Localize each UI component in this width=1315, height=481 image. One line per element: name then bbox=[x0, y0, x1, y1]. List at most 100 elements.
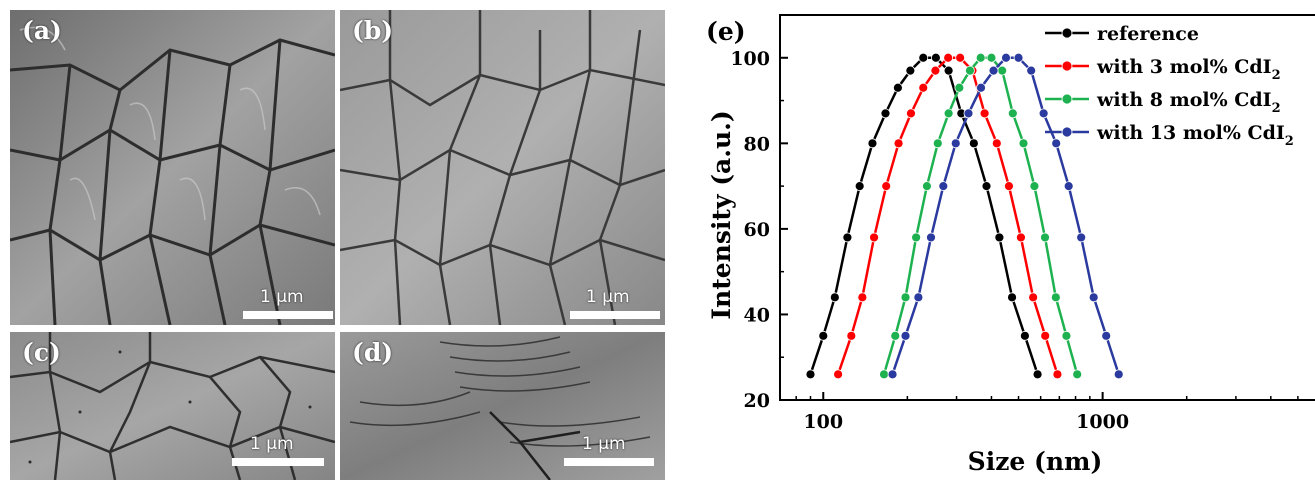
sem-image-a bbox=[10, 10, 335, 325]
legend-label: with 8 mol% CdI2 bbox=[1096, 89, 1281, 116]
scale-bar-b bbox=[570, 311, 660, 319]
data-point bbox=[829, 292, 840, 303]
legend-label: with 3 mol% CdI2 bbox=[1096, 56, 1281, 83]
data-point bbox=[1032, 369, 1043, 380]
data-point bbox=[900, 292, 911, 303]
data-point bbox=[867, 138, 878, 149]
panel-label-c: (c) bbox=[22, 338, 61, 367]
data-point bbox=[905, 65, 916, 76]
data-point bbox=[1072, 369, 1083, 380]
data-point bbox=[879, 369, 889, 380]
data-point bbox=[805, 369, 816, 380]
legend-label-main: reference bbox=[1097, 23, 1199, 45]
scale-text-c: 1 µm bbox=[250, 434, 294, 454]
series-line bbox=[809, 56, 1039, 375]
sem-panel-d: (d) 1 µm bbox=[340, 332, 665, 480]
data-point bbox=[1001, 52, 1011, 63]
data-point bbox=[979, 108, 990, 119]
data-point bbox=[857, 292, 868, 303]
data-point bbox=[1007, 292, 1017, 303]
data-point bbox=[913, 292, 924, 303]
data-point bbox=[1051, 138, 1062, 149]
sem-panel-c: (c) 1 µm bbox=[10, 332, 335, 480]
scale-text-b: 1 µm bbox=[586, 287, 630, 307]
y-tick-label: 60 bbox=[744, 219, 770, 241]
data-point bbox=[1113, 369, 1124, 380]
data-point bbox=[918, 82, 929, 93]
y-tick-label: 20 bbox=[744, 390, 770, 412]
y-tick-label: 80 bbox=[744, 133, 770, 155]
data-point bbox=[930, 52, 941, 63]
data-point bbox=[1013, 52, 1024, 63]
data-point bbox=[880, 108, 891, 119]
x-tick-label: 100 bbox=[803, 411, 843, 433]
data-point bbox=[955, 52, 966, 63]
legend-label-main: with 8 mol% CdI bbox=[1096, 89, 1272, 111]
data-point bbox=[938, 181, 949, 192]
data-point bbox=[881, 181, 892, 192]
data-point bbox=[833, 369, 843, 380]
legend-marker bbox=[1061, 93, 1073, 105]
legend-marker bbox=[1061, 27, 1073, 39]
legend-label: reference bbox=[1097, 23, 1199, 45]
data-point bbox=[906, 108, 916, 119]
data-point bbox=[1052, 369, 1063, 380]
size-distribution-chart: (e) 20 40 60 80 100 100 1000 Intensity (a.u.)… bbox=[706, 14, 1315, 476]
sem-image-b bbox=[340, 10, 665, 325]
scale-bar-a bbox=[243, 311, 333, 319]
scale-text-a: 1 µm bbox=[260, 287, 304, 307]
data-point bbox=[1028, 292, 1039, 303]
data-point bbox=[1040, 232, 1050, 243]
data-point bbox=[1029, 181, 1040, 192]
data-point bbox=[846, 330, 857, 341]
data-point bbox=[918, 52, 929, 63]
data-point bbox=[991, 138, 1002, 149]
x-axis-label: Size (nm) bbox=[968, 447, 1103, 476]
sem-image-d bbox=[340, 332, 665, 480]
scale-text-d: 1 µm bbox=[582, 434, 626, 454]
data-point bbox=[893, 82, 903, 93]
data-point bbox=[954, 82, 965, 93]
data-point bbox=[968, 138, 979, 149]
x-tick-label: 1000 bbox=[1076, 411, 1129, 433]
data-point bbox=[854, 181, 865, 192]
data-point bbox=[1007, 108, 1018, 119]
data-point bbox=[1026, 65, 1037, 76]
legend-marker bbox=[1061, 126, 1073, 138]
data-point bbox=[1088, 292, 1099, 303]
data-point bbox=[1004, 181, 1014, 192]
data-point bbox=[986, 52, 997, 63]
legend-label: with 13 mol% CdI2 bbox=[1096, 122, 1294, 149]
data-point bbox=[997, 65, 1008, 76]
series-0 bbox=[805, 52, 1043, 380]
data-point bbox=[981, 181, 992, 192]
data-point bbox=[1018, 138, 1029, 149]
data-point bbox=[943, 52, 954, 63]
data-point bbox=[1050, 292, 1061, 303]
panel-label-b: (b) bbox=[352, 16, 394, 45]
data-point bbox=[926, 232, 936, 243]
series-line bbox=[891, 56, 1120, 375]
legend: reference with 3 mol% CdI2 with 8 mol% CdI… bbox=[1045, 23, 1294, 149]
legend-label-main: with 13 mol% CdI bbox=[1096, 122, 1285, 144]
legend-label-subscript: 2 bbox=[1272, 101, 1281, 116]
data-point bbox=[1061, 330, 1072, 341]
panel-label-a: (a) bbox=[22, 16, 62, 45]
data-point bbox=[900, 330, 911, 341]
series-3 bbox=[887, 52, 1124, 380]
data-point bbox=[943, 65, 954, 76]
sem-panel-b: (b) 1 µm bbox=[340, 10, 665, 325]
data-point bbox=[932, 138, 943, 149]
data-point bbox=[1101, 330, 1112, 341]
series-layer bbox=[805, 52, 1124, 380]
data-point bbox=[893, 138, 904, 149]
sem-panel-a: (a) 1 µm bbox=[10, 10, 335, 325]
legend-marker bbox=[1061, 60, 1073, 72]
data-point bbox=[922, 181, 932, 192]
plot-frame bbox=[779, 14, 1315, 401]
y-axis-ticks: 20 40 60 80 100 bbox=[730, 48, 788, 412]
data-point bbox=[943, 108, 954, 119]
data-point bbox=[890, 330, 901, 341]
panel-label-d: (d) bbox=[352, 338, 394, 367]
data-point bbox=[1063, 181, 1074, 192]
